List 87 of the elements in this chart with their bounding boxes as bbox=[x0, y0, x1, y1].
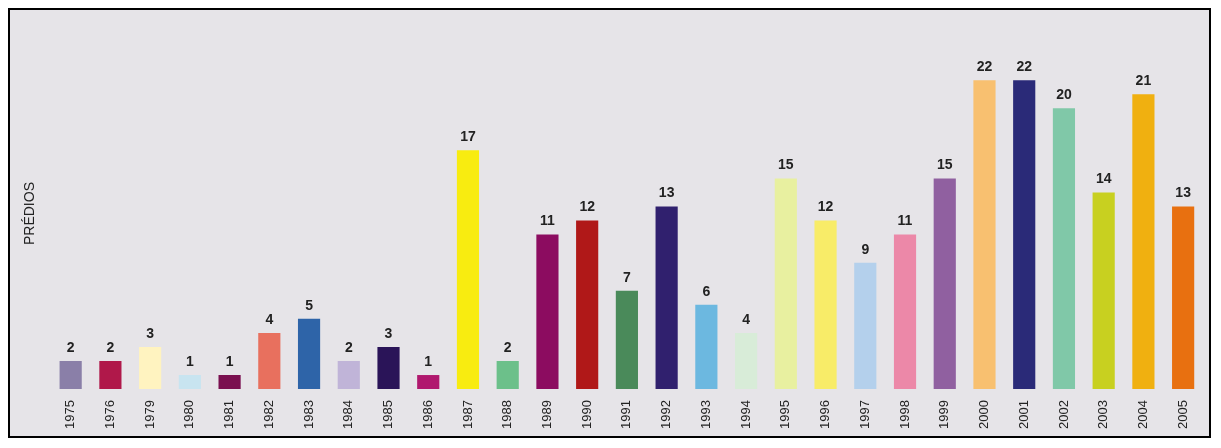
data-label: 14 bbox=[1095, 170, 1112, 187]
bar bbox=[1092, 192, 1115, 390]
bar bbox=[1132, 94, 1155, 390]
x-tick-label: 2003 bbox=[1095, 400, 1111, 429]
data-label: 22 bbox=[976, 57, 993, 74]
data-label: 5 bbox=[305, 296, 314, 313]
bar bbox=[536, 234, 559, 390]
x-tick-label: 1989 bbox=[539, 400, 555, 429]
bar bbox=[1052, 108, 1076, 390]
bar bbox=[576, 220, 599, 390]
bar bbox=[59, 360, 82, 390]
data-label: 1 bbox=[185, 352, 194, 369]
bar bbox=[496, 360, 519, 390]
data-label: 17 bbox=[460, 128, 476, 145]
bar bbox=[973, 80, 996, 390]
data-label: 2 bbox=[106, 338, 115, 355]
data-label: 4 bbox=[265, 310, 274, 327]
x-tick-label: 2004 bbox=[1134, 400, 1150, 429]
x-tick-label: 1986 bbox=[419, 400, 435, 429]
x-tick-label: 1992 bbox=[658, 400, 674, 429]
y-axis-title: PRÉDIOS bbox=[21, 182, 38, 246]
data-label: 20 bbox=[1056, 86, 1072, 103]
x-tick-label: 2001 bbox=[1015, 400, 1031, 429]
x-tick-label: 1990 bbox=[578, 400, 594, 429]
bar bbox=[655, 206, 678, 390]
x-tick-label: 1994 bbox=[737, 400, 753, 429]
data-label: 21 bbox=[1135, 72, 1152, 89]
data-label: 2 bbox=[66, 338, 75, 355]
data-label: 2 bbox=[503, 338, 512, 355]
data-label: 1 bbox=[225, 352, 234, 369]
bar bbox=[933, 178, 956, 390]
bar bbox=[139, 346, 162, 390]
bar bbox=[456, 150, 480, 390]
bar bbox=[178, 375, 201, 390]
data-label: 11 bbox=[540, 212, 556, 229]
data-label: 15 bbox=[936, 156, 953, 173]
x-tick-label: 1988 bbox=[499, 400, 515, 429]
x-tick-label: 1995 bbox=[777, 400, 793, 429]
data-label: 12 bbox=[817, 198, 834, 215]
bar bbox=[1013, 80, 1036, 390]
x-tick-label: 1975 bbox=[62, 400, 78, 429]
x-tick-label: 2002 bbox=[1055, 400, 1071, 429]
x-tick-label: 1982 bbox=[260, 400, 276, 429]
x-tick-label: 1984 bbox=[340, 400, 356, 429]
x-tick-label: 1987 bbox=[459, 400, 475, 429]
bar bbox=[774, 178, 797, 390]
x-tick-label: 1991 bbox=[618, 400, 634, 429]
data-label: 3 bbox=[146, 324, 155, 341]
data-label: 15 bbox=[778, 156, 794, 173]
x-tick-label: 1999 bbox=[936, 400, 952, 429]
x-tick-label: 1993 bbox=[697, 400, 713, 429]
x-tick-label: 1997 bbox=[856, 400, 872, 429]
x-tick-label: 1979 bbox=[141, 400, 157, 429]
bar bbox=[893, 234, 917, 390]
data-label: 11 bbox=[897, 212, 913, 229]
data-label: 7 bbox=[623, 268, 631, 285]
bar bbox=[854, 262, 877, 390]
x-tick-label: 2005 bbox=[1174, 400, 1190, 429]
data-label: 22 bbox=[1016, 57, 1033, 74]
x-tick-label: 1998 bbox=[896, 400, 912, 429]
data-label: 3 bbox=[384, 324, 393, 341]
bar bbox=[258, 332, 281, 390]
x-tick-label: 1996 bbox=[817, 400, 833, 429]
bar bbox=[337, 360, 360, 390]
x-tick-label: 1980 bbox=[181, 400, 197, 429]
data-label: 1 bbox=[424, 352, 433, 369]
x-tick-label: 2000 bbox=[976, 400, 992, 429]
bar bbox=[99, 360, 122, 390]
bar bbox=[1172, 206, 1195, 390]
bar bbox=[377, 346, 400, 390]
bar bbox=[218, 375, 241, 390]
data-label: 2 bbox=[344, 338, 353, 355]
bar bbox=[297, 318, 321, 390]
x-tick-label: 1976 bbox=[101, 400, 117, 429]
bar bbox=[695, 304, 718, 390]
data-label: 4 bbox=[742, 310, 751, 327]
x-tick-label: 1983 bbox=[300, 400, 316, 429]
data-label: 13 bbox=[1175, 184, 1192, 201]
data-label: 12 bbox=[579, 198, 596, 215]
bar bbox=[615, 290, 638, 390]
x-tick-label: 1981 bbox=[221, 400, 237, 429]
data-label: 13 bbox=[658, 184, 675, 201]
x-tick-label: 1985 bbox=[380, 400, 396, 429]
data-label: 9 bbox=[861, 240, 870, 257]
bar bbox=[417, 375, 440, 390]
bar bbox=[814, 220, 837, 390]
data-label: 6 bbox=[702, 282, 711, 299]
